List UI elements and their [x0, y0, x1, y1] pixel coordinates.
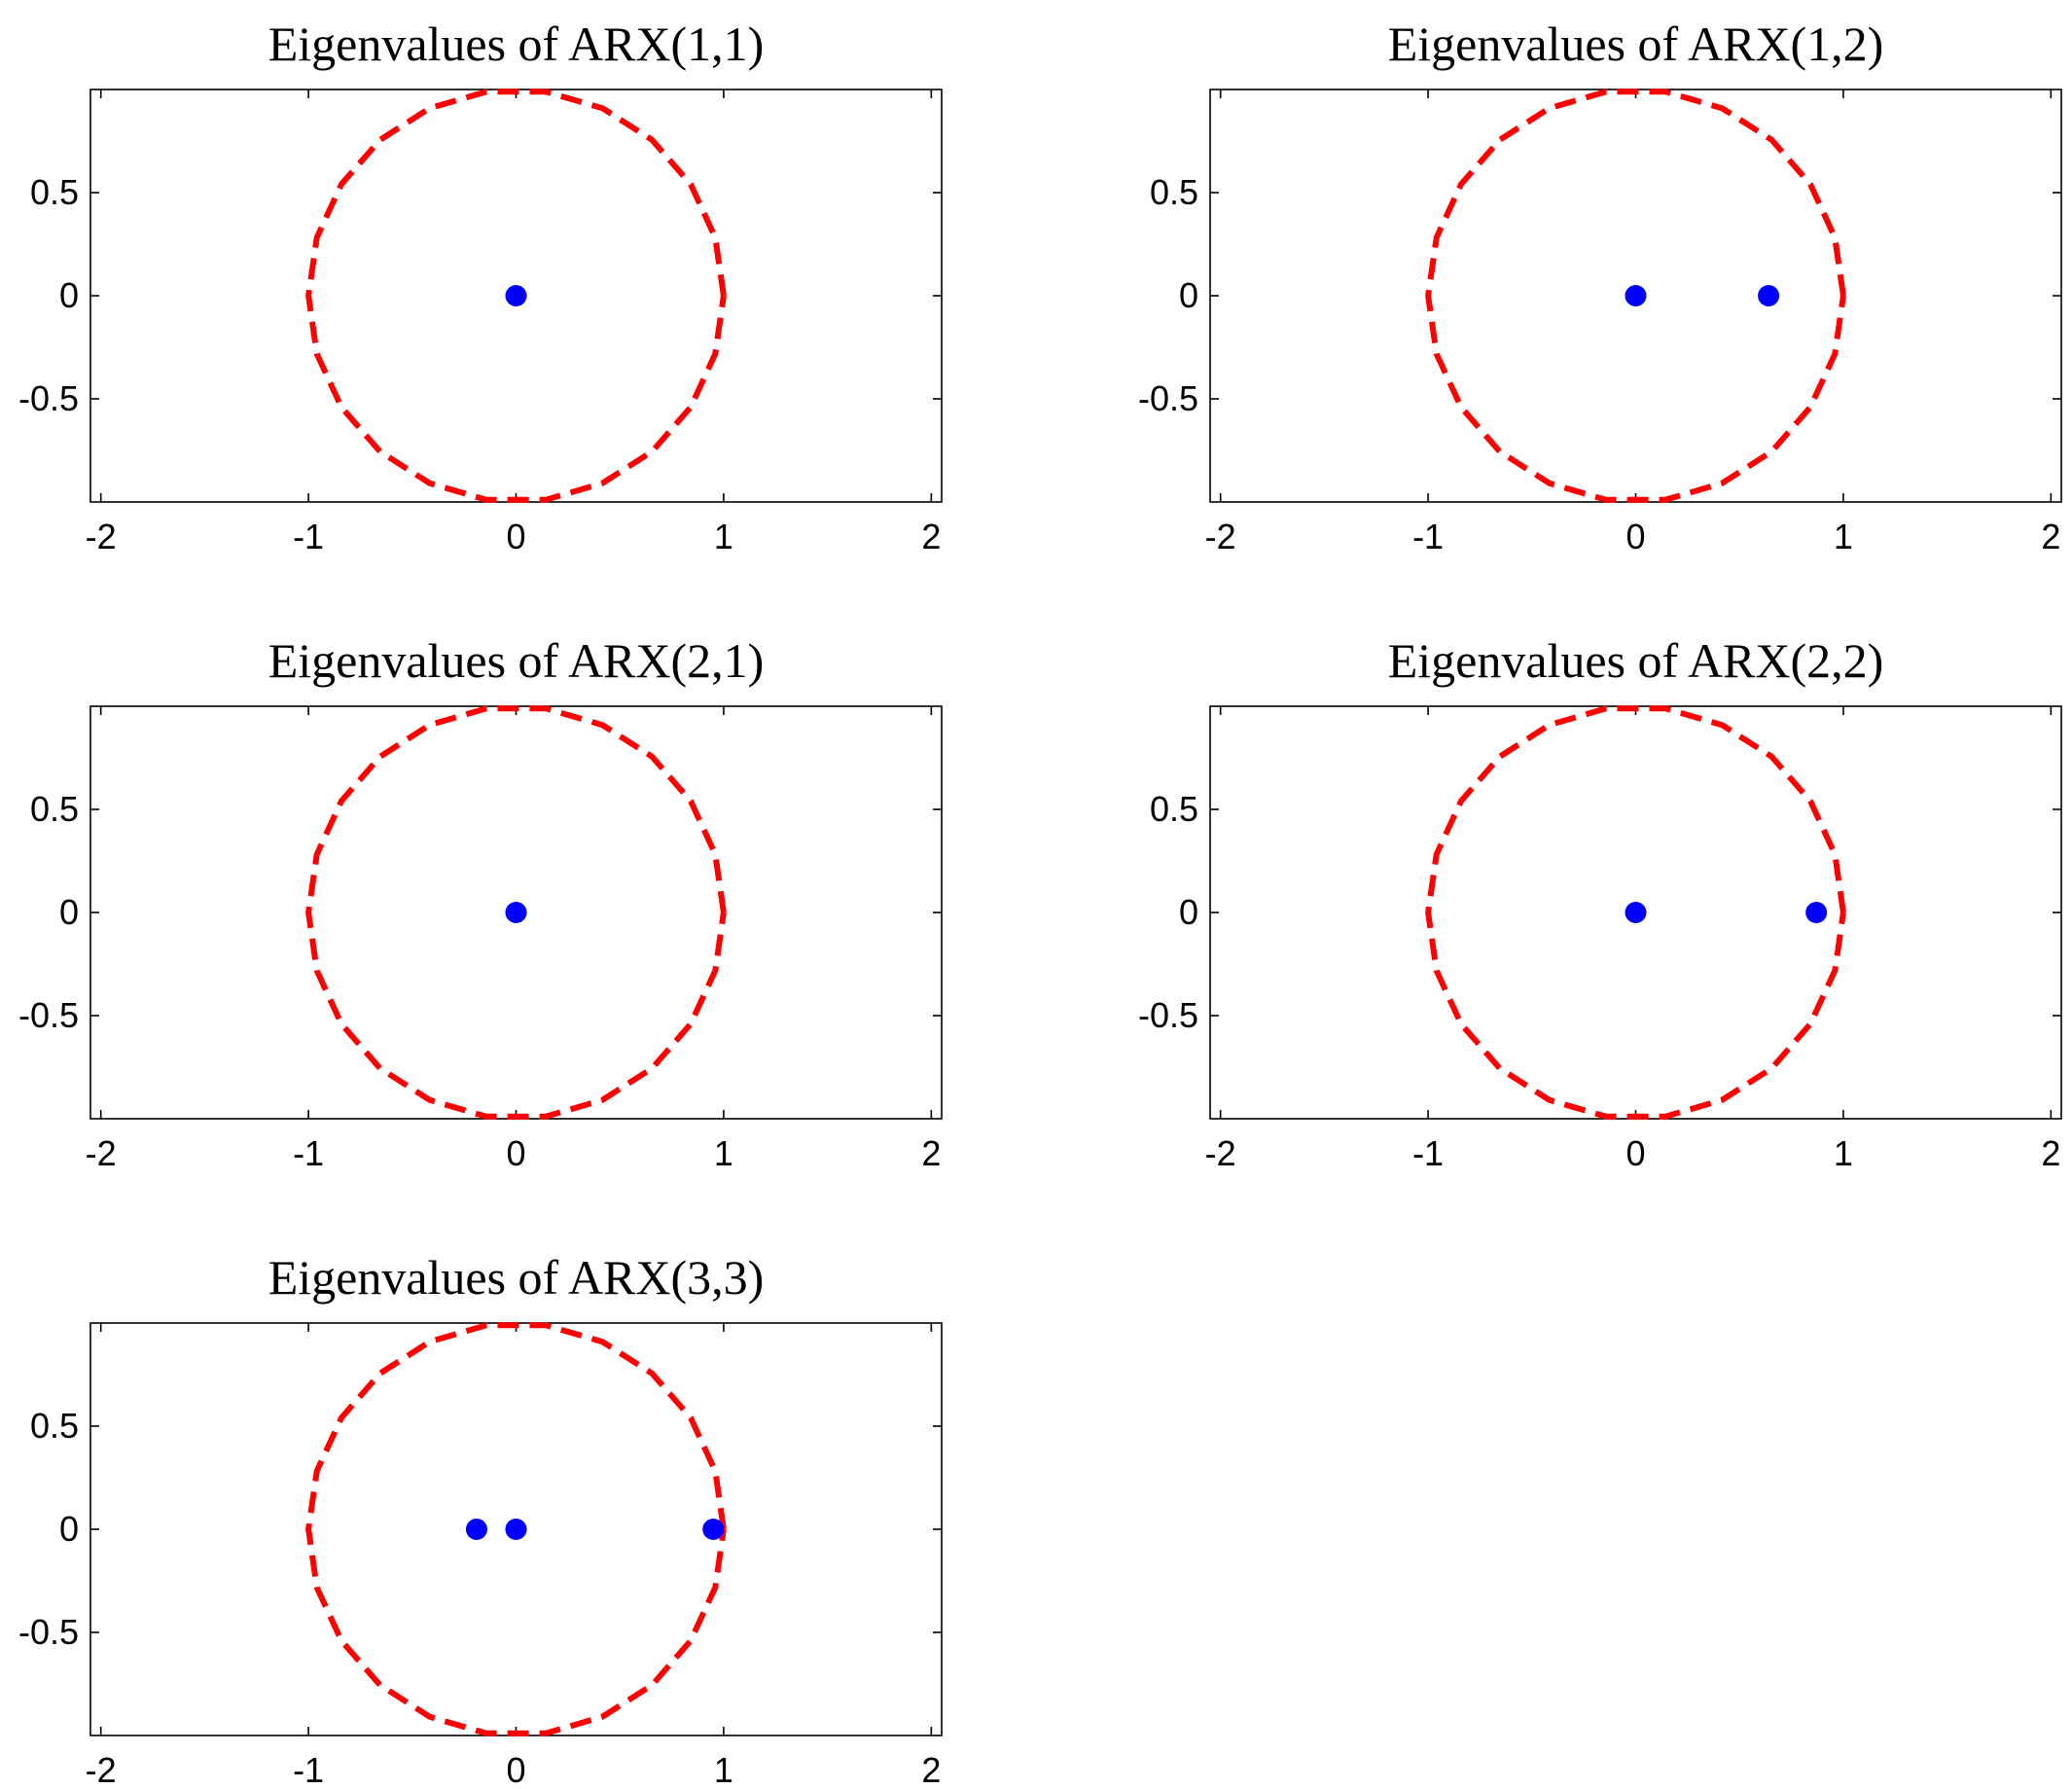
- eigenvalue-point: [1805, 902, 1828, 923]
- subplot-title: Eigenvalues of ARX(3,3): [268, 1250, 765, 1305]
- y-tick-label: 0.5: [1150, 789, 1198, 829]
- y-tick-label: -0.5: [18, 1612, 79, 1652]
- y-tick-label: 0.5: [1150, 172, 1198, 212]
- x-tick-label: -2: [86, 1750, 117, 1789]
- x-tick-label: -2: [86, 1133, 117, 1173]
- x-tick-label: 0: [506, 1133, 525, 1173]
- y-tick-label: 0.5: [30, 789, 79, 829]
- x-tick-label: -1: [293, 1750, 324, 1789]
- eigenvalue-point: [465, 1519, 487, 1540]
- y-tick-label: -0.5: [18, 995, 79, 1035]
- unit-circle: [1425, 705, 1846, 1120]
- y-tick-label: 0: [59, 275, 79, 315]
- x-tick-label: 0: [1625, 517, 1645, 556]
- eigenvalue-point: [1758, 285, 1780, 306]
- x-tick-label: 0: [506, 1750, 525, 1789]
- x-tick-label: 2: [921, 517, 941, 556]
- subplot-3: Eigenvalues of ARX(2,1) -2 -1 0 1 2 0.5 0 -0.5: [18, 633, 943, 1173]
- unit-circle: [305, 1322, 727, 1736]
- subplot-title: Eigenvalues of ARX(1,1): [268, 17, 765, 71]
- subplot-title: Eigenvalues of ARX(2,1): [268, 633, 765, 688]
- x-tick-label: -1: [293, 517, 324, 556]
- y-tick-label: 0: [59, 892, 79, 932]
- x-tick-label: 2: [2041, 1133, 2060, 1173]
- x-tick-label: -1: [1412, 517, 1444, 556]
- unit-circle: [305, 89, 727, 503]
- x-tick-label: 1: [714, 1750, 733, 1789]
- x-tick-label: -2: [1205, 517, 1236, 556]
- x-tick-label: -1: [1412, 1133, 1444, 1173]
- x-tick-label: -2: [86, 517, 117, 556]
- x-tick-label: 1: [1834, 517, 1853, 556]
- subplot-1: Eigenvalues of ARX(1,1) -2 -1 0 1 2 0.5 0 -0.5: [18, 17, 943, 556]
- x-tick-label: 1: [714, 517, 733, 556]
- y-tick-label: -0.5: [1138, 995, 1198, 1035]
- eigenvalue-point: [505, 1519, 527, 1540]
- subplot-2: Eigenvalues of ARX(1,2) -2 -1 0 1 2 0.5 0 -0.5: [1138, 17, 2062, 556]
- y-tick-label: 0: [1179, 275, 1198, 315]
- subplot-4: Eigenvalues of ARX(2,2) -2 -1 0 1 2 0.5 0 -0.5: [1138, 633, 2062, 1173]
- subplot-title: Eigenvalues of ARX(1,2): [1388, 17, 1884, 71]
- x-tick-label: -1: [293, 1133, 324, 1173]
- x-tick-label: 0: [1625, 1133, 1645, 1173]
- y-tick-label: 0.5: [30, 1406, 79, 1446]
- y-tick-label: 0: [1179, 892, 1198, 932]
- y-tick-label: -0.5: [1138, 378, 1198, 418]
- x-tick-label: 1: [1834, 1133, 1853, 1173]
- eigenvalue-point: [505, 902, 527, 923]
- eigenvalue-point: [505, 285, 527, 306]
- eigenvalue-point: [1625, 902, 1647, 923]
- subplot-5: Eigenvalues of ARX(3,3) -2 -1 0 1 2 0.5 0 -0.5: [18, 1250, 943, 1789]
- x-tick-label: 1: [714, 1133, 733, 1173]
- x-tick-label: 0: [506, 517, 525, 556]
- y-tick-label: 0: [59, 1509, 79, 1549]
- x-tick-label: -2: [1205, 1133, 1236, 1173]
- unit-circle: [305, 705, 727, 1120]
- eigenvalue-point: [1625, 285, 1647, 306]
- x-tick-label: 2: [2041, 517, 2060, 556]
- x-tick-label: 2: [921, 1750, 941, 1789]
- unit-circle: [1425, 89, 1846, 503]
- y-tick-label: 0.5: [30, 172, 79, 212]
- x-tick-label: 2: [921, 1133, 941, 1173]
- y-tick-label: -0.5: [18, 378, 79, 418]
- eigenvalue-point: [702, 1519, 725, 1540]
- subplot-title: Eigenvalues of ARX(2,2): [1388, 633, 1884, 688]
